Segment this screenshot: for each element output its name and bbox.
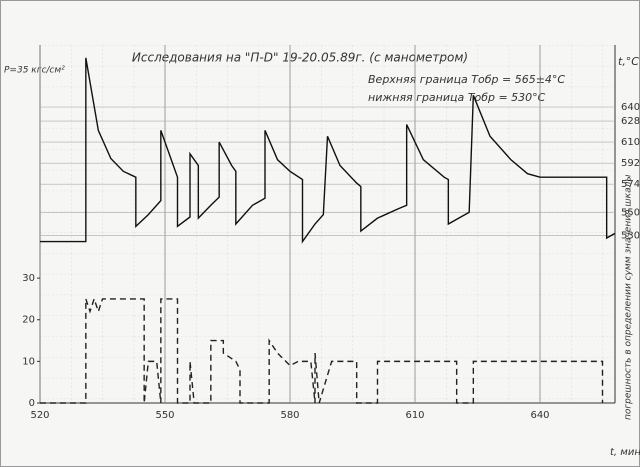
x-tick-label: 580 bbox=[280, 410, 299, 421]
y-label: Р=35 кгс/см² bbox=[4, 66, 65, 76]
y2-label: t,°С bbox=[618, 55, 639, 68]
series-line bbox=[40, 296, 604, 404]
y2-tick-label: 592 bbox=[621, 158, 640, 169]
y-tick-label: 30 bbox=[22, 273, 35, 284]
y-tick-label: 20 bbox=[22, 315, 35, 326]
y2-tick-label: 550 bbox=[621, 207, 640, 218]
series-line bbox=[40, 57, 616, 244]
x-label: t, мин bbox=[610, 447, 640, 458]
chart-title: Исследования на "П-D" 19-20.05.89г. (с м… bbox=[132, 51, 468, 65]
y2-tick-label: 574 bbox=[621, 179, 640, 190]
y-tick-label: 10 bbox=[22, 356, 35, 367]
y2-tick-label: 628 bbox=[621, 116, 640, 127]
x-tick-label: 520 bbox=[30, 410, 49, 421]
side-note: погрешность в определении сумм значения … bbox=[624, 175, 634, 420]
x-tick-label: 550 bbox=[155, 410, 174, 421]
y2-tick-label: 610 bbox=[621, 137, 640, 148]
y-tick-label: 0 bbox=[29, 398, 35, 409]
x-tick-label: 610 bbox=[405, 410, 424, 421]
annotation: нижняя граница Тобр = 530°С bbox=[368, 91, 546, 104]
y2-tick-label: 530 bbox=[621, 231, 640, 242]
x-tick-label: 640 bbox=[530, 410, 549, 421]
annotation: Верхняя граница Тобр = 565±4°С bbox=[368, 73, 565, 86]
y2-tick-label: 640 bbox=[621, 102, 640, 113]
